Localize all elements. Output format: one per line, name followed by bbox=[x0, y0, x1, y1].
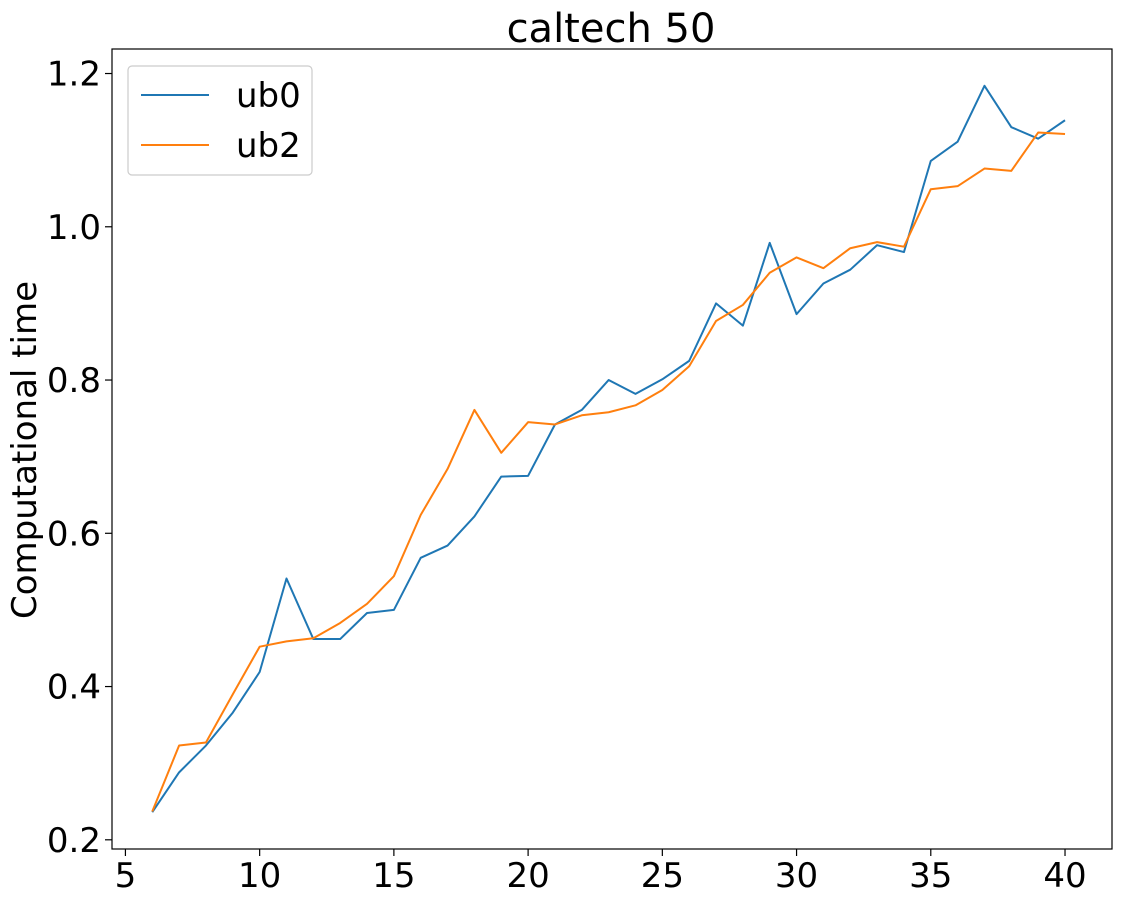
plot-frame bbox=[111, 48, 1113, 850]
x-tick-label: 35 bbox=[909, 856, 952, 896]
y-tick-label: 1.0 bbox=[47, 208, 101, 248]
legend-label-ub2: ub2 bbox=[236, 126, 301, 166]
y-tick-label: 0.6 bbox=[47, 514, 101, 554]
chart-title: caltech 50 bbox=[507, 6, 716, 52]
x-tick-label: 30 bbox=[775, 856, 818, 896]
y-axis-label: Computational time bbox=[5, 281, 45, 619]
x-tick-label: 10 bbox=[238, 856, 281, 896]
x-tick-label: 15 bbox=[372, 856, 415, 896]
x-tick-label: 20 bbox=[506, 856, 549, 896]
y-tick-label: 0.4 bbox=[47, 668, 101, 708]
x-tick-label: 25 bbox=[641, 856, 684, 896]
legend-box bbox=[127, 65, 313, 176]
y-tick-label: 0.2 bbox=[47, 821, 101, 861]
y-tick-label: 0.8 bbox=[47, 361, 101, 401]
legend-label-ub0: ub0 bbox=[236, 76, 301, 116]
plot-area bbox=[111, 48, 1113, 850]
y-axis: 0.2 0.4 0.6 0.8 1.0 1.2 bbox=[47, 55, 112, 861]
y-tick-label: 1.2 bbox=[47, 55, 101, 95]
x-tick-label: 40 bbox=[1043, 856, 1086, 896]
series-line-ub0 bbox=[151, 84, 1066, 813]
series-line-ub2 bbox=[151, 131, 1066, 812]
series-layer bbox=[151, 84, 1066, 813]
x-axis: 5 10 15 20 25 30 35 40 bbox=[115, 849, 1087, 896]
x-tick-label: 5 bbox=[115, 856, 137, 896]
